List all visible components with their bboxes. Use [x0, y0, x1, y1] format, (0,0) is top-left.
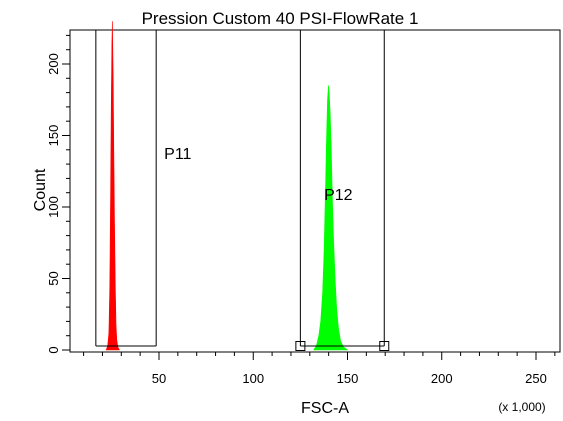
histogram-series-1 — [105, 21, 120, 351]
gate-handle-2 — [379, 341, 390, 351]
y-tick-label: 50 — [46, 271, 61, 285]
x-scale-note: (x 1,000) — [498, 400, 545, 414]
gate-label: P11 — [164, 146, 191, 163]
x-tick-label: 200 — [431, 371, 453, 386]
y-tick-label: 200 — [46, 53, 61, 75]
y-tick-label: 100 — [46, 196, 61, 218]
x-tick-label: 100 — [242, 371, 264, 386]
gate-layer: P11 P12 — [95, 30, 390, 351]
x-axis-title: FSC-A — [301, 400, 349, 417]
x-tick-label: 50 — [152, 371, 166, 386]
x-tick-label: 250 — [525, 371, 547, 386]
gate-handle-1 — [295, 341, 306, 351]
y-tick-label: 150 — [46, 125, 61, 147]
histogram-series-2 — [313, 85, 349, 351]
gate-label: P12 — [324, 187, 353, 204]
axis-layer: 50 100 150 200 250 0 50 100 150 200 — [46, 34, 556, 386]
y-axis-title: Count — [32, 168, 49, 211]
histogram-layer — [105, 21, 349, 351]
chart-title: Pression Custom 40 PSI-FlowRate 1 — [142, 9, 419, 28]
plot-frame — [69, 29, 561, 353]
y-tick-label: 0 — [46, 346, 61, 353]
x-tick-label: 150 — [337, 371, 359, 386]
